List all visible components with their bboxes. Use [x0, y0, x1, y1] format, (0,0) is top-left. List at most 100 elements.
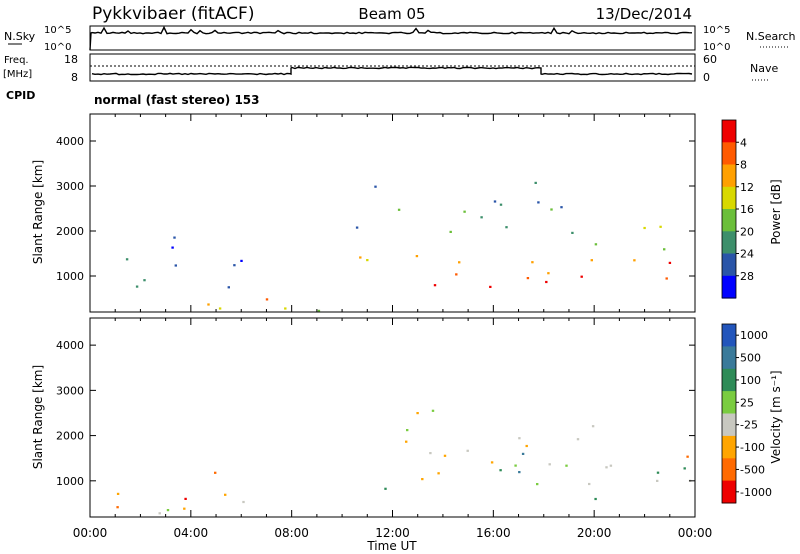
- velocity-scatter-cells: [116, 409, 692, 515]
- colorbar-tick-label: 16: [740, 203, 754, 216]
- scatter-cell: [384, 487, 387, 490]
- time-axis: 00:00 04:00 08:00 12:00 16:00 20:00 00:00: [73, 526, 713, 540]
- colorbar-tick-label: 1000: [740, 329, 768, 342]
- nsearch-label: N.Search: [746, 30, 796, 43]
- colorbar-swatch: [722, 368, 736, 392]
- scatter-cell: [489, 285, 492, 288]
- nsky-label: N.Sky: [4, 30, 36, 43]
- colorbar-tick-label: 12: [740, 181, 754, 194]
- power-ylabel: Slant Range [km]: [31, 160, 45, 264]
- scatter-cell: [659, 225, 662, 228]
- scatter-cell: [505, 226, 508, 229]
- scatter-cell: [633, 259, 636, 262]
- scatter-cell: [242, 500, 245, 504]
- scatter-cell: [166, 509, 170, 512]
- colorbar-tick-label: 500: [740, 352, 761, 365]
- colorbar-swatch: [722, 142, 736, 166]
- nave-label: Nave: [750, 62, 778, 75]
- scatter-cell: [514, 464, 517, 467]
- colorbar-tick-label: 8: [740, 159, 747, 172]
- scatter-cell: [571, 231, 574, 234]
- scatter-cell: [416, 412, 419, 415]
- scatter-cell: [214, 471, 217, 474]
- scatter-cell: [643, 226, 646, 230]
- nsky-line: [89, 25, 693, 51]
- scatter-cell: [518, 471, 521, 474]
- scatter-cell: [683, 467, 686, 470]
- colorbar-swatch: [722, 275, 736, 299]
- scatter-cell: [580, 275, 583, 278]
- scatter-cell: [240, 259, 243, 262]
- scatter-cell: [406, 429, 409, 432]
- scatter-cell: [173, 236, 176, 239]
- y-tick-label: 4000: [56, 135, 84, 148]
- colorbar-tick-label: -25: [740, 419, 758, 432]
- nsky-tick-top: 10^5: [44, 25, 71, 36]
- cpid-label: CPID: [6, 89, 35, 102]
- scatter-cell: [158, 512, 161, 515]
- x-tick-label: 16:00: [476, 526, 511, 540]
- freq-label-top: Freq.: [4, 55, 29, 66]
- y-tick-label: 3000: [56, 180, 84, 193]
- y-tick-label: 1000: [56, 475, 84, 488]
- scatter-cell: [366, 259, 369, 262]
- x-tick-label: 20:00: [577, 526, 612, 540]
- scatter-cell: [421, 478, 424, 481]
- scatter-cell: [548, 463, 551, 466]
- freq-tick-top: 18: [64, 53, 78, 66]
- freq-line: [91, 66, 693, 76]
- colorbar-tick-label: 24: [740, 248, 754, 261]
- station-title: Pykkvibaer (fitACF): [92, 4, 254, 24]
- colorbar-swatch: [722, 120, 736, 143]
- y-tick-label: 2000: [56, 225, 84, 238]
- nave-tick-top: 60: [703, 53, 717, 66]
- y-tick-label: 4000: [56, 339, 84, 352]
- colorbar-tick-label: -500: [740, 463, 765, 476]
- scatter-cell: [536, 483, 539, 486]
- y-tick-label: 2000: [56, 430, 84, 443]
- time-axis-label: Time UT: [366, 539, 417, 553]
- scatter-cell: [183, 507, 186, 510]
- velocity-plot-frame: [89, 317, 696, 518]
- scatter-cell: [458, 261, 461, 264]
- scatter-cell: [499, 203, 503, 206]
- y-tick-label: 3000: [56, 384, 84, 397]
- colorbar-swatch: [722, 186, 736, 210]
- scatter-cell: [518, 437, 521, 440]
- freq-panel: Freq. [MHz] 18 8 60 0 Nave: [3, 53, 778, 84]
- colorbar-tick-label: 100: [740, 374, 761, 387]
- scatter-cell: [534, 181, 537, 184]
- x-tick-label: 12:00: [375, 526, 410, 540]
- freq-label-bottom: [MHz]: [3, 69, 32, 80]
- cpid-value: normal (fast stereo) 153: [94, 93, 260, 107]
- scatter-cell: [588, 482, 591, 486]
- scatter-cell: [656, 479, 659, 482]
- colorbar-swatch: [722, 209, 736, 232]
- scatter-cell: [455, 273, 458, 276]
- colorbar-tick-label: 4: [740, 136, 747, 149]
- scatter-cell: [265, 298, 269, 301]
- nsearch-tick-top: 10^5: [703, 25, 730, 36]
- scatter-cell: [116, 492, 120, 495]
- scatter-cell: [499, 469, 502, 472]
- scatter-cell: [224, 493, 227, 496]
- colorbar-tick-label: 20: [740, 225, 754, 238]
- colorbar-swatch: [722, 324, 736, 347]
- colorbar-swatch: [722, 413, 736, 437]
- scatter-cell: [565, 464, 568, 467]
- colorbar-swatch: [722, 391, 736, 414]
- scatter-cell: [463, 210, 466, 213]
- scatter-cell: [560, 206, 563, 209]
- scatter-cell: [359, 256, 362, 259]
- power-colorbar-label: Power [dB]: [769, 179, 783, 244]
- scatter-cell: [415, 255, 419, 258]
- scatter-cell: [284, 307, 287, 310]
- scatter-cell: [355, 226, 359, 229]
- colorbar-swatch: [722, 458, 736, 482]
- scatter-cell: [233, 264, 236, 267]
- x-tick-label: 08:00: [274, 526, 309, 540]
- scatter-cell: [433, 284, 437, 287]
- scatter-cell: [174, 264, 177, 267]
- freq-tick-bottom: 8: [71, 71, 78, 84]
